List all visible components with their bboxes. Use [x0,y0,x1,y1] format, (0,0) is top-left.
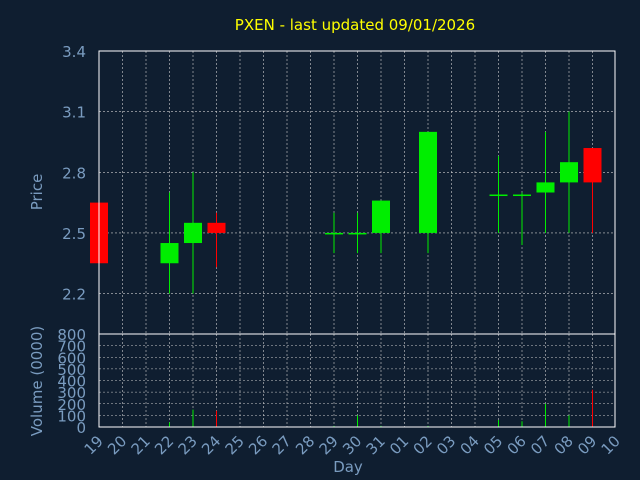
price-tick-label: 3.4 [62,43,86,61]
volume-bars [98,389,593,427]
x-tick-label: 29 [316,432,342,458]
chart-title: PXEN - last updated 09/01/2026 [235,16,475,34]
volume-tick-label: 800 [57,326,86,344]
volume-plot-frame [98,333,616,428]
x-tick-label: 28 [292,432,318,458]
price-tick-label: 2.5 [62,225,86,243]
candle-body [207,222,226,233]
candle-body [348,232,367,235]
x-tick-label: 25 [222,432,248,458]
candle-body [583,148,602,183]
x-tick-label: 03 [433,432,459,458]
price-tick-label: 2.8 [62,164,86,182]
volume-tick-label: 600 [57,349,86,367]
candle-body [372,200,390,233]
candle-body [513,194,531,197]
price-tick-label: 3.1 [62,104,86,122]
candle-body [184,222,202,244]
x-tick-label: 23 [175,432,201,458]
x-tick-label: 30 [339,432,365,458]
x-tick-label: 06 [504,432,530,458]
x-tick-label: 26 [245,432,271,458]
x-tick-label: 02 [410,432,436,458]
x-tick-label: 22 [151,432,177,458]
x-tick-label: 10 [598,432,624,458]
x-tick-label: 24 [198,432,224,458]
volume-tick-label: 700 [57,338,86,356]
candle-body [560,162,578,183]
volume-tick-label: 500 [57,361,86,379]
volume-axis-label: Volume (0000) [28,326,46,436]
x-tick-label: 21 [128,432,154,458]
price-axis-label: Price [28,174,46,211]
volume-tick-label: 100 [57,407,86,425]
x-tick-label: 27 [269,432,295,458]
volume-tick-label: 300 [57,384,86,402]
price-tick-label: 2.2 [62,286,86,304]
volume-tick-label: 200 [57,396,86,414]
candle-body [419,131,437,233]
x-tick-label: 01 [386,432,412,458]
x-tick-label: 04 [457,432,483,458]
candle-body [489,194,508,197]
x-tick-label: 07 [527,432,553,458]
volume-tick-label: 400 [57,373,86,391]
candle-body [325,232,343,235]
x-axis-label: Day [333,458,363,476]
x-tick-label: 05 [480,432,506,458]
x-tick-label: 09 [574,432,600,458]
candle-body [160,243,179,264]
volume-tick-label: 0 [76,419,86,437]
plot-frames [98,50,616,428]
candles [90,111,602,294]
x-tick-label: 08 [551,432,577,458]
candle-body [536,182,555,193]
x-tick-label: 20 [104,432,130,458]
tick-labels: 3.43.12.82.52.28007006005004003002001000… [57,43,623,458]
x-tick-label: 31 [363,432,389,458]
